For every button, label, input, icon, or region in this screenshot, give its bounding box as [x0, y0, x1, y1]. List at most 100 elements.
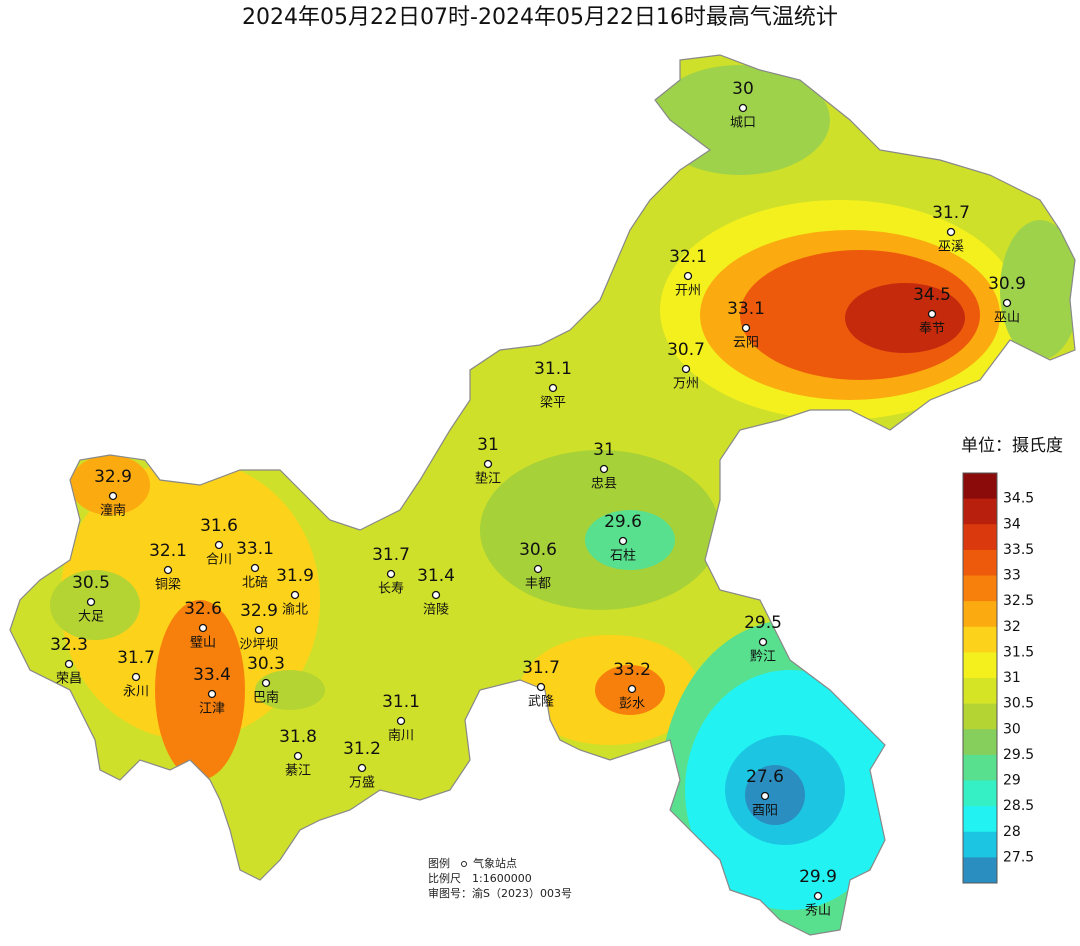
station: 31.1 梁平 — [534, 359, 572, 411]
station-value: 31 — [477, 435, 499, 455]
map-title: 2024年05月22日07时-2024年05月22日16时最高气温统计 — [242, 5, 838, 30]
station-value: 32.1 — [669, 247, 707, 267]
station-name: 忠县 — [591, 477, 617, 492]
station: 30 城口 — [730, 79, 756, 131]
station-value: 29.6 — [604, 512, 642, 532]
station-value: 31.8 — [279, 727, 317, 747]
station: 32.6 璧山 — [184, 599, 222, 651]
station-dot — [64, 659, 74, 669]
station-name: 酉阳 — [752, 804, 778, 819]
station-dot — [548, 383, 558, 393]
station-dot — [261, 678, 271, 688]
station-value: 32.9 — [240, 601, 278, 621]
station-dot — [1002, 298, 1012, 308]
legend-tick-label: 33.5 — [1003, 542, 1034, 558]
station-dot — [293, 751, 303, 761]
station: 29.6 石柱 — [604, 512, 642, 564]
station-name: 彭水 — [619, 697, 645, 712]
legend-tick-label: 32 — [1003, 619, 1021, 635]
station-name: 涪陵 — [423, 603, 449, 618]
station-value: 33.4 — [193, 665, 231, 685]
station-value: 31.9 — [276, 566, 314, 586]
station: 31.1 南川 — [382, 692, 420, 744]
station-name: 巫溪 — [938, 240, 964, 255]
station: 34.5 奉节 — [913, 285, 951, 337]
station-value: 31.6 — [200, 516, 238, 536]
station-dot — [627, 684, 637, 694]
station-dot — [250, 563, 260, 573]
station-dot — [290, 590, 300, 600]
legend-swatch — [963, 524, 997, 551]
station-name: 城口 — [730, 116, 756, 131]
legend-tick-label: 29 — [1003, 773, 1021, 789]
station-name: 荣昌 — [56, 672, 82, 687]
legend-swatch — [963, 831, 997, 858]
legend-tick-label: 31 — [1003, 670, 1021, 686]
station-name: 云阳 — [733, 336, 759, 351]
station-name: 合川 — [206, 553, 232, 568]
legend-tick-label: 28 — [1003, 824, 1021, 840]
station-value: 31.7 — [372, 545, 410, 565]
legend: 单位：摄氏度 34.5 34 33.5 33 32.5 32 31.5 31 30.5 30 29.… — [961, 436, 1063, 884]
legend-tick-label: 30.5 — [1003, 696, 1034, 712]
legend-swatch — [963, 857, 997, 884]
legend-frame — [962, 472, 998, 884]
station-value: 30.6 — [519, 540, 557, 560]
station-value: 30.3 — [247, 654, 285, 674]
legend-title: 单位：摄氏度 — [961, 436, 1063, 456]
legend-tick-label: 33 — [1003, 568, 1021, 584]
station: 29.5 黔江 — [744, 613, 782, 665]
station-name: 沙坪坝 — [239, 638, 278, 653]
station: 33.2 彭水 — [613, 660, 651, 712]
legend-tick-label: 29.5 — [1003, 747, 1034, 763]
station-value: 27.6 — [746, 767, 784, 787]
station-value: 31.7 — [932, 203, 970, 223]
station-name: 北碚 — [242, 576, 268, 591]
station-name: 大足 — [78, 610, 104, 625]
legend-tick-label: 28.5 — [1003, 798, 1034, 814]
legend-swatch — [963, 678, 997, 705]
station: 32.9 潼南 — [94, 467, 132, 519]
station-name: 垫江 — [475, 471, 501, 487]
station: 32.9 沙坪坝 — [239, 601, 278, 653]
station-name: 巫山 — [994, 311, 1020, 326]
legend-swatch — [963, 473, 997, 500]
station-dot — [618, 536, 628, 546]
station-dot — [813, 891, 823, 901]
station-name: 铜梁 — [155, 578, 181, 593]
station: 31.8 綦江 — [279, 727, 317, 779]
legend-swatch — [963, 806, 997, 833]
station-value: 33.2 — [613, 660, 651, 680]
station: 31.6 合川 — [200, 516, 238, 568]
station-name: 江津 — [199, 702, 225, 717]
legend-swatch — [963, 498, 997, 525]
station-value: 33.1 — [236, 539, 274, 559]
station: 31.7 长寿 — [372, 545, 410, 597]
footer-legend-item: 气象站点 — [473, 856, 517, 870]
station-dot — [198, 623, 208, 633]
station: 29.9 秀山 — [799, 867, 837, 919]
station: 32.1 开州 — [669, 247, 707, 299]
station-value: 31.7 — [522, 658, 560, 678]
station: 31.2 万盛 — [343, 739, 381, 791]
legend-swatch — [963, 575, 997, 602]
station-name: 南川 — [388, 728, 414, 744]
station: 31 忠县 — [591, 440, 617, 492]
station-name: 梁平 — [540, 396, 566, 411]
legend-swatch — [963, 652, 997, 679]
station-dot — [163, 565, 173, 575]
station: 31.7 巫溪 — [932, 203, 970, 255]
station-dot — [108, 491, 118, 501]
footer-scale: 比例尺 1:1600000 — [428, 871, 532, 885]
station-name: 潼南 — [100, 503, 126, 519]
legend-swatch — [963, 729, 997, 756]
station-value: 31.7 — [117, 648, 155, 668]
legend-tick-label: 34.5 — [1003, 491, 1034, 507]
station: 31.4 涪陵 — [417, 566, 455, 618]
station-value: 32.9 — [94, 467, 132, 487]
legend-swatch — [963, 549, 997, 576]
station-dot — [86, 597, 96, 607]
station-dot — [214, 540, 224, 550]
station-value: 30.9 — [988, 274, 1026, 294]
